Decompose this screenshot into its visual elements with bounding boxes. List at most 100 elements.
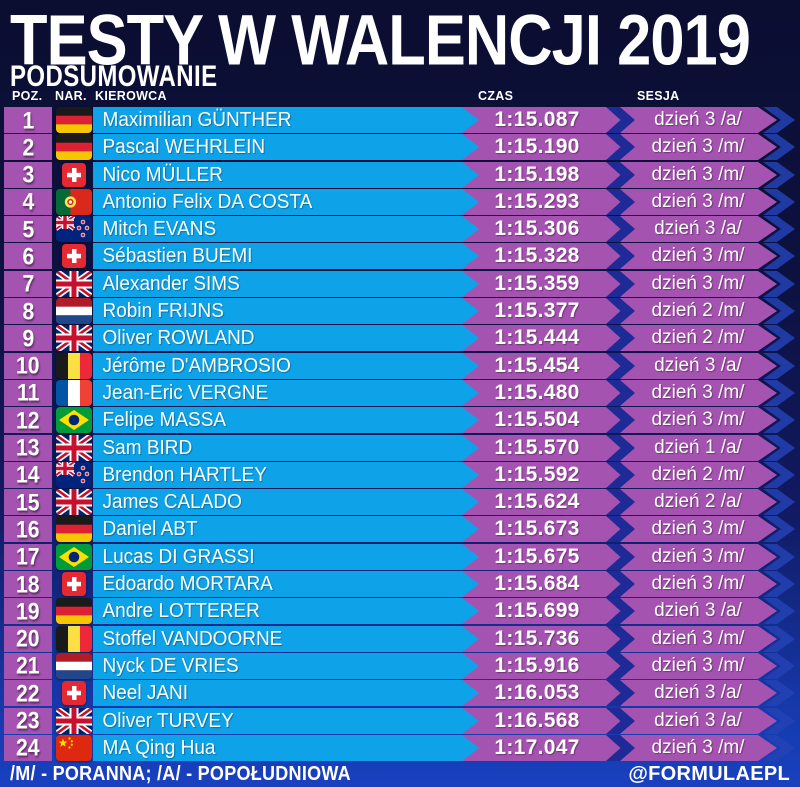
background-chevron-icon	[763, 707, 795, 734]
background-chevron-icon	[763, 571, 795, 598]
session-label: dzień 3 /m/	[651, 163, 745, 185]
table-row: 22 Neel JANI 1:16.053 dzień 3 /a/	[0, 680, 800, 707]
position-badge: 19	[4, 597, 52, 625]
position-number: 19	[16, 597, 40, 625]
position-badge: 24	[4, 733, 52, 761]
session-label: dzień 3 /m/	[651, 381, 745, 403]
session-label: dzień 3 /m/	[651, 272, 745, 294]
flag-ch-icon	[54, 243, 94, 269]
position-badge: 13	[4, 434, 52, 461]
results-table: 1 Maximilian GÜNTHER 1:15.087 dzień 3 /a…	[0, 107, 800, 762]
table-row: 9 Oliver ROWLAND 1:15.444 dzień 2 /m/	[0, 325, 800, 352]
table-row: 21 Nyck DE VRIES 1:15.916 dzień 3 /m/	[0, 651, 800, 680]
driver-name: Mitch EVANS	[102, 218, 217, 241]
flag-gb-icon	[54, 325, 94, 352]
driver-name-bar: Antonio Felix DA COSTA	[93, 188, 479, 215]
background-chevron-icon	[763, 188, 795, 215]
lap-time: 1:16.053	[494, 681, 580, 705]
driver-name: Stoffel VANDOORNE	[102, 627, 283, 650]
position-number: 17	[16, 542, 40, 570]
column-header-time: CZAS	[478, 89, 514, 103]
session-label: dzień 1 /a/	[654, 436, 742, 458]
session-label: dzień 3 /m/	[651, 545, 745, 567]
table-row: 13 Sam BIRD 1:15.570 dzień 1 /a/	[0, 434, 800, 461]
driver-name-bar: Nico MÜLLER	[93, 161, 479, 188]
chevron-separator-icon	[606, 134, 635, 161]
column-header-position: POZ.	[12, 89, 43, 103]
driver-name-bar: Nyck DE VRIES	[93, 652, 479, 679]
time-session-bar: 1:15.675 dzień 3 /m/	[458, 543, 777, 570]
driver-name-bar: Pascal WEHRLEIN	[93, 134, 479, 161]
background-chevron-icon	[763, 379, 795, 406]
driver-name-bar: Oliver TURVEY	[93, 707, 479, 734]
chevron-separator-icon	[606, 188, 635, 215]
lap-time: 1:15.684	[494, 572, 580, 596]
position-badge: 17	[4, 542, 52, 570]
background-chevron-icon	[763, 243, 795, 270]
driver-name: Maximilian GÜNTHER	[102, 109, 292, 131]
position-number: 18	[16, 569, 40, 598]
driver-name: Jérôme D'AMBROSIO	[102, 354, 291, 377]
position-number: 14	[16, 460, 40, 488]
table-row: 2 Pascal WEHRLEIN 1:15.190 dzień 3 /m/	[0, 134, 800, 161]
chevron-separator-icon	[606, 270, 635, 297]
time-session-bar: 1:15.377 dzień 2 /m/	[458, 298, 777, 325]
position-number: 7	[22, 269, 34, 297]
time-session-bar: 1:15.190 dzień 3 /m/	[458, 134, 777, 161]
driver-name: Pascal WEHRLEIN	[102, 136, 266, 159]
position-badge: 2	[4, 134, 52, 161]
flag-nz-icon	[54, 216, 94, 243]
table-row: 6 Sébastien BUEMI 1:15.328 dzień 3 /m/	[0, 243, 800, 270]
flag-gb-icon	[54, 270, 94, 297]
background-chevron-icon	[763, 652, 795, 679]
position-number: 21	[16, 651, 40, 680]
table-row: 10 Jérôme D'AMBROSIO 1:15.454 dzień 3 /a…	[0, 352, 800, 379]
flag-de-icon	[54, 107, 94, 133]
page-subtitle: PODSUMOWANIE	[10, 60, 218, 93]
chevron-separator-icon	[606, 379, 635, 406]
driver-name: Nico MÜLLER	[102, 163, 223, 186]
table-row: 20 Stoffel VANDOORNE 1:15.736 dzień 3 /m…	[0, 624, 800, 652]
session-label: dzień 3 /a/	[654, 600, 742, 622]
background-chevron-icon	[763, 543, 795, 570]
driver-name: Lucas DI GRASSI	[102, 545, 255, 568]
position-number: 20	[16, 624, 40, 652]
position-number: 5	[22, 215, 34, 243]
driver-name: James CALADO	[102, 491, 242, 514]
position-badge: 21	[4, 651, 52, 680]
background-chevron-icon	[763, 107, 795, 133]
time-session-bar: 1:15.592 dzień 2 /m/	[458, 461, 777, 488]
driver-name: Sam BIRD	[102, 436, 193, 459]
table-row: 12 Felipe MASSA 1:15.504 dzień 3 /m/	[0, 407, 800, 434]
position-number: 24	[16, 733, 40, 761]
flag-nl-icon	[54, 298, 94, 325]
position-badge: 7	[4, 269, 52, 297]
flag-de-icon	[54, 134, 94, 161]
chevron-separator-icon	[606, 625, 635, 652]
chevron-separator-icon	[606, 489, 635, 516]
flag-ch-icon	[54, 571, 94, 597]
time-session-bar: 1:15.916 dzień 3 /m/	[458, 652, 777, 679]
flag-ch-icon	[54, 162, 94, 188]
chevron-separator-icon	[606, 461, 635, 488]
chevron-separator-icon	[606, 352, 635, 379]
page-title: TESTY W WALENCJI 2019	[10, 0, 751, 80]
driver-name-bar: Mitch EVANS	[93, 216, 479, 243]
driver-name-bar: MA Qing Hua	[93, 734, 479, 761]
background-chevron-icon	[763, 434, 795, 461]
lap-time: 1:15.504	[494, 408, 580, 432]
position-badge: 3	[4, 161, 52, 188]
driver-name-bar: Andre LOTTERER	[93, 598, 479, 625]
time-session-bar: 1:15.736 dzień 3 /m/	[458, 625, 777, 652]
table-row: 7 Alexander SIMS 1:15.359 dzień 3 /m/	[0, 269, 800, 297]
position-number: 4	[22, 187, 34, 216]
session-label: dzień 3 /m/	[651, 736, 745, 758]
session-label: dzień 3 /m/	[651, 409, 745, 431]
time-session-bar: 1:15.699 dzień 3 /a/	[458, 598, 777, 625]
position-badge: 11	[4, 379, 52, 406]
position-badge: 9	[4, 325, 52, 352]
time-session-bar: 1:15.480 dzień 3 /m/	[458, 379, 777, 406]
flag-br-icon	[54, 543, 94, 570]
lap-time: 1:15.087	[494, 108, 580, 131]
